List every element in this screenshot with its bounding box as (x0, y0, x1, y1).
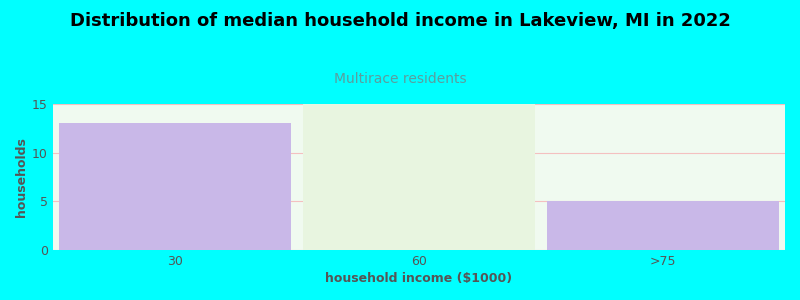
Y-axis label: households: households (15, 137, 28, 217)
Bar (547, 201, 779, 250)
X-axis label: household income ($1000): household income ($1000) (326, 272, 513, 285)
Bar (59, 124, 291, 250)
Text: Distribution of median household income in Lakeview, MI in 2022: Distribution of median household income … (70, 12, 730, 30)
Bar (303, 104, 535, 250)
Text: Multirace residents: Multirace residents (334, 72, 466, 86)
